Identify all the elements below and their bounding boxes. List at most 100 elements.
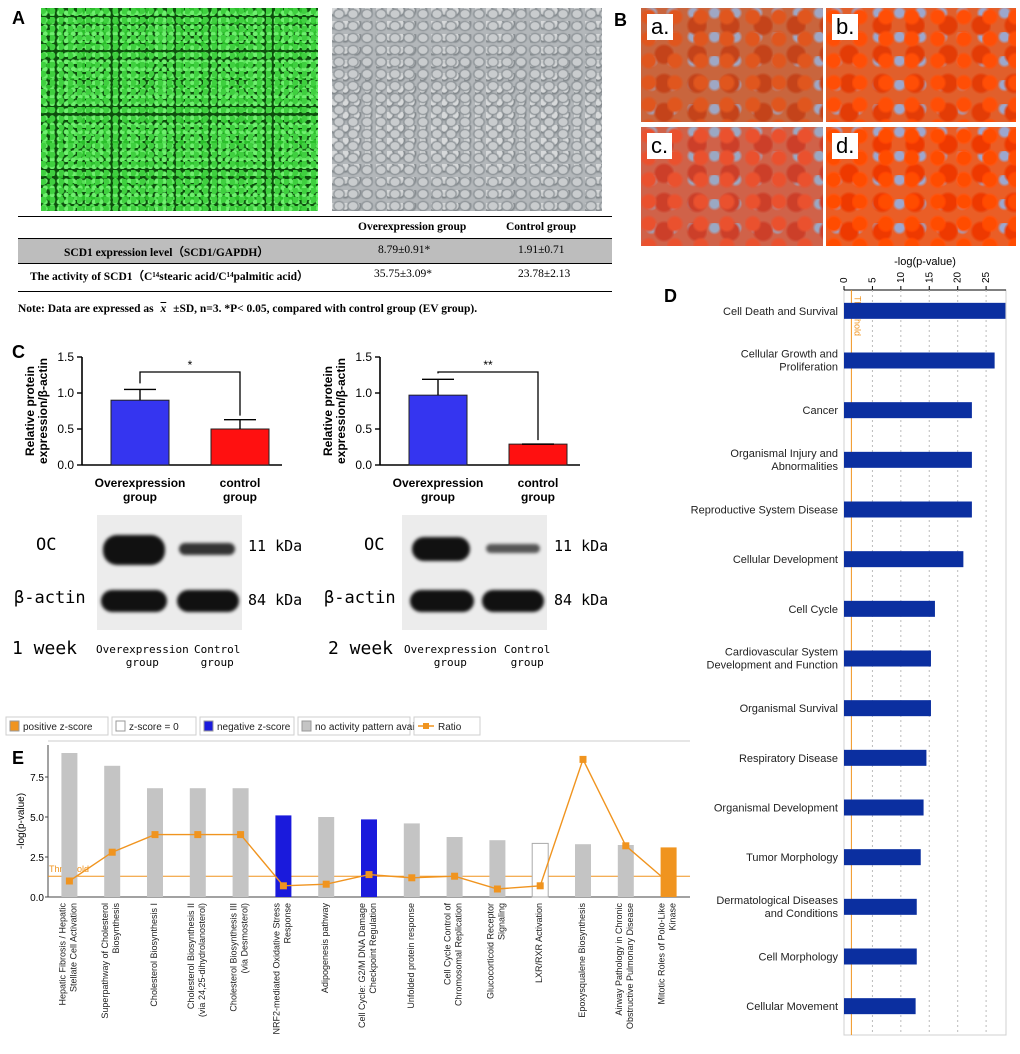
bar xyxy=(844,799,924,816)
legend-item xyxy=(413,716,481,736)
legend-item xyxy=(297,716,411,736)
table-header-over: Overexpression group xyxy=(358,221,467,233)
bar xyxy=(844,451,972,468)
x-tick-label: Overexpression xyxy=(393,476,484,490)
x-tick-label: control xyxy=(220,476,261,490)
ratio-point xyxy=(237,831,245,839)
bar xyxy=(110,399,170,466)
table-cell-label: The activity of SCD1（C¹⁴stearic acid/C¹⁴… xyxy=(30,271,309,283)
legend-marker-swatch xyxy=(423,723,429,729)
bar xyxy=(844,501,972,518)
ratio-point xyxy=(622,842,630,850)
y-tick-label: 1.0 xyxy=(355,386,372,400)
blot-band-label-oc: OC xyxy=(36,535,57,555)
bar xyxy=(844,898,917,915)
legend-label: no activity pattern available xyxy=(315,722,436,733)
category-label: NRF2-mediated Oxidative StressResponse xyxy=(271,903,292,1035)
category-label: Cellular Movement xyxy=(746,1001,838,1013)
bar xyxy=(844,998,916,1015)
oil-red-micrograph-a: a. xyxy=(641,8,823,122)
category-label: Cell Cycle xyxy=(788,604,838,616)
blot-kda-actin: 84 kDa xyxy=(248,591,303,609)
legend-swatch xyxy=(301,720,312,732)
category-label: Superpathway of CholesterolBiosynthesis xyxy=(100,903,121,1019)
bar xyxy=(489,840,506,897)
y-axis-label: -log(p-value) xyxy=(16,793,27,849)
category-label: Unfolded protein response xyxy=(406,903,416,1009)
x-tick-label: group xyxy=(223,490,257,504)
y-tick-label: 5.0 xyxy=(30,813,44,824)
category-label: Organismal Development xyxy=(714,803,838,815)
panel-label-c: C xyxy=(12,342,25,362)
x-tick-label: group xyxy=(421,490,455,504)
ratio-point xyxy=(579,755,587,763)
blot-lane-label-ctrl: Control group xyxy=(504,643,551,669)
category-label: Mitotic Roles of Polo-LikeKinase xyxy=(657,903,678,1005)
x-tick-label: 25 xyxy=(981,271,992,283)
ratio-point xyxy=(365,871,373,879)
x-tick-label: group xyxy=(521,490,555,504)
legend-item xyxy=(111,716,197,736)
micrograph-label-d: d. xyxy=(832,133,859,159)
y-axis-label: Relative proteinexpression/β-actin xyxy=(321,358,348,464)
category-label: Cholesterol Biosynthesis III(via Desmost… xyxy=(229,903,250,1012)
category-label: Organismal Injury and xyxy=(730,448,838,460)
y-tick-label: 0.5 xyxy=(57,422,74,436)
legend-swatch xyxy=(9,720,20,732)
ratio-point xyxy=(65,877,73,885)
fluorescence-micrograph xyxy=(41,8,318,211)
bar xyxy=(844,650,931,667)
brightfield-micrograph xyxy=(332,8,602,211)
table-note: Note: Data are expressed as x ±SD, n=3. … xyxy=(18,303,477,315)
significance-marker: ** xyxy=(483,358,493,372)
table-note-xbar: x xyxy=(160,303,167,315)
oil-red-micrograph-c: c. xyxy=(641,127,823,246)
bar xyxy=(275,815,292,897)
ratio-point xyxy=(194,831,202,839)
table-row: SCD1 expression level（SCD1/GAPDH） 8.79±0… xyxy=(18,238,612,264)
x-axis-label: -log(p-value) xyxy=(894,256,956,268)
table-note-rest: ±SD, n=3. *P< 0.05, compared with contro… xyxy=(173,303,478,315)
category-label: Cell Cycle: G2/M DNA DamageCheckpoint Re… xyxy=(357,903,378,1028)
y-tick-label: 1.5 xyxy=(57,350,74,364)
blot-band-label-actin: β-actin xyxy=(14,588,86,608)
bar xyxy=(147,788,163,897)
ratio-point xyxy=(279,882,287,890)
panel-label-d: D xyxy=(664,286,677,306)
legend-label: Ratio xyxy=(438,722,462,733)
category-label: Abnormalities xyxy=(771,461,838,473)
y-tick-label: 0.0 xyxy=(57,458,74,472)
category-label: Glucocorticoid ReceptorSignaling xyxy=(485,903,506,999)
micrograph-label-a: a. xyxy=(647,14,674,40)
y-tick-label: 0.0 xyxy=(355,458,372,472)
category-label: Respiratory Disease xyxy=(739,753,838,765)
y-tick-label: 7.5 xyxy=(30,773,44,784)
category-label: Reproductive System Disease xyxy=(691,505,838,517)
category-label: and Conditions xyxy=(765,908,839,920)
significance-bracket xyxy=(437,371,539,441)
significance-bracket xyxy=(139,371,241,416)
blot-band xyxy=(179,543,235,555)
ratio-point xyxy=(151,831,159,839)
micrograph-label-c: c. xyxy=(647,133,673,159)
legend-label: positive z-score xyxy=(23,722,93,733)
panel-label-b: B xyxy=(614,10,627,30)
table-header-ctrl: Control group xyxy=(506,221,577,233)
bar xyxy=(210,428,270,466)
table-cell-over: 35.75±3.09* xyxy=(374,268,433,280)
category-label: Cellular Development xyxy=(733,554,838,566)
bar xyxy=(575,844,591,897)
ratio-point xyxy=(536,882,544,890)
category-label: Development and Function xyxy=(707,660,838,672)
bar xyxy=(61,753,78,897)
western-blot-2-week: OC β-actin 11 kDa 84 kDa 2 week Overexpr… xyxy=(318,515,638,669)
y-tick-label: 2.5 xyxy=(30,853,44,864)
x-tick-label: Overexpression xyxy=(95,476,186,490)
category-label: LXR/RXR Activation xyxy=(534,903,544,983)
table-row: The activity of SCD1（C¹⁴stearic acid/C¹⁴… xyxy=(18,263,612,292)
category-label: Airway Pathology in ChronicObstructive P… xyxy=(614,903,635,1030)
y-axis-label: Relative proteinexpression/β-actin xyxy=(23,358,50,464)
legend-label: z-score = 0 xyxy=(129,722,179,733)
x-tick-label: group xyxy=(123,490,157,504)
bar-chart-2-week: 0.0 0.5 1.0 1.5 Relative proteinexpression/β… xyxy=(321,350,580,504)
